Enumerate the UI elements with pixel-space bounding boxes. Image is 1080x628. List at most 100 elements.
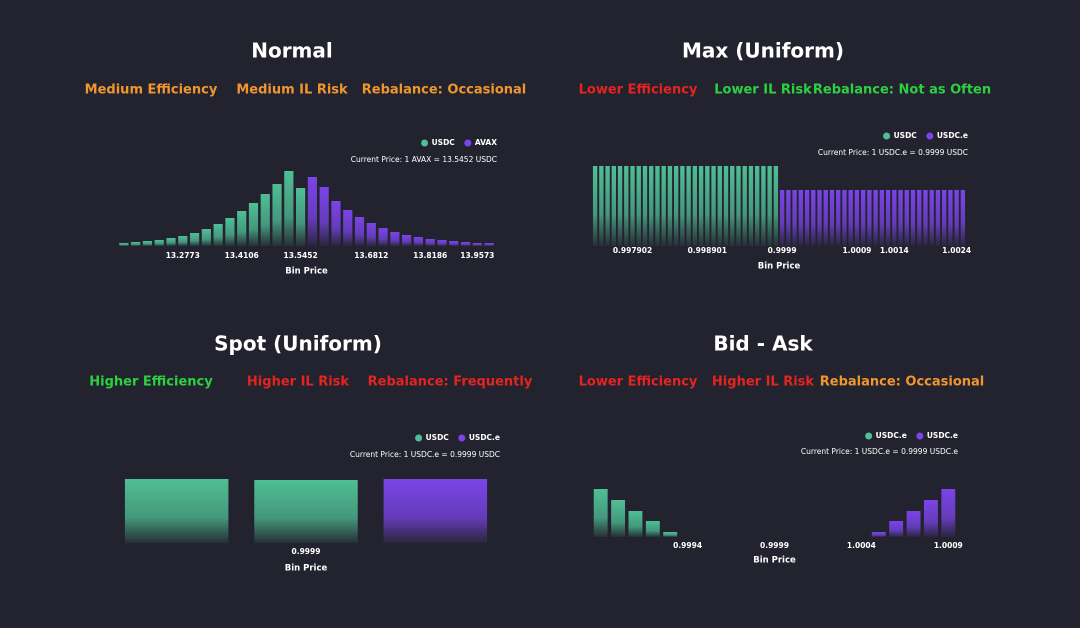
- legend-label: USDC.e: [937, 131, 968, 140]
- bar: [178, 236, 188, 246]
- annotation: Current Price: 1 AVAX = 13.5452 USDC: [351, 155, 497, 164]
- legend-swatch: [865, 432, 873, 440]
- legend-swatch: [916, 432, 924, 440]
- bar: [593, 489, 608, 537]
- bar: [942, 190, 947, 246]
- bar: [319, 187, 329, 246]
- bar: [773, 166, 779, 246]
- x-tick-label: 0.9999: [768, 246, 797, 255]
- bar: [225, 218, 235, 246]
- bar: [705, 166, 710, 246]
- bar: [645, 521, 660, 537]
- annotation: Current Price: 1 USDC.e = 0.9999 USDC: [350, 450, 500, 459]
- tag: Rebalance: Occasional: [820, 375, 984, 390]
- bar: [655, 166, 660, 246]
- bar: [649, 166, 654, 246]
- legend-label: USDC.e: [876, 431, 907, 440]
- bar: [413, 237, 424, 246]
- bar: [354, 217, 365, 246]
- bar: [667, 166, 673, 246]
- legend-label: AVAX: [475, 138, 497, 147]
- x-tick-label: 13.6812: [354, 251, 388, 260]
- bar: [154, 240, 164, 246]
- bar: [213, 224, 223, 246]
- bar: [910, 190, 916, 246]
- bar: [736, 166, 741, 246]
- bar: [142, 241, 153, 246]
- tag: Rebalance: Frequently: [368, 375, 533, 390]
- tag: Rebalance: Not as Often: [813, 83, 991, 98]
- x-tick-label: 1.0014: [880, 246, 909, 255]
- bar: [954, 190, 959, 246]
- bar: [449, 241, 459, 246]
- bar: [611, 500, 626, 537]
- annotation: Current Price: 1 USDC.e = 0.9999 USDC: [818, 148, 968, 157]
- x-tick-label: 0.9994: [673, 541, 702, 550]
- legend-label: USDC: [426, 433, 450, 442]
- x-axis-label: Bin Price: [285, 564, 328, 574]
- bar: [786, 190, 791, 246]
- bar: [871, 532, 886, 537]
- bar: [892, 190, 897, 246]
- bar: [307, 177, 317, 246]
- bar: [131, 242, 141, 246]
- legend-swatch: [926, 132, 934, 140]
- bar: [390, 232, 400, 246]
- bar: [124, 479, 229, 543]
- x-tick-label: 1.0004: [847, 541, 876, 550]
- bar: [761, 166, 766, 246]
- bar: [166, 238, 176, 246]
- bar: [663, 532, 678, 537]
- bar: [811, 190, 816, 246]
- x-tick-label: 1.0024: [942, 246, 971, 255]
- tag: Rebalance: Occasional: [362, 83, 526, 98]
- bar: [592, 166, 598, 246]
- annotation: Current Price: 1 USDC.e = 0.9999 USDC.e: [801, 447, 959, 456]
- bar: [804, 190, 810, 246]
- bar: [873, 190, 878, 246]
- bar: [692, 166, 698, 246]
- bar: [237, 211, 247, 246]
- bar: [748, 166, 754, 246]
- bar: [636, 166, 641, 246]
- bar: [698, 166, 704, 246]
- bar: [686, 166, 691, 246]
- x-tick-label: 0.9999: [760, 541, 789, 550]
- legend-label: USDC: [432, 138, 456, 147]
- tag: Higher IL Risk: [247, 375, 350, 390]
- bar: [898, 190, 903, 246]
- bar: [923, 500, 938, 537]
- bar: [960, 190, 966, 246]
- bar: [730, 166, 735, 246]
- bar: [119, 243, 129, 246]
- bar: [272, 184, 282, 246]
- legend-swatch: [415, 434, 423, 442]
- legend-label: USDC: [894, 131, 918, 140]
- x-tick-label: 13.2773: [166, 251, 200, 260]
- bar: [817, 190, 822, 246]
- bar: [823, 190, 828, 246]
- tag: Medium IL Risk: [236, 83, 348, 98]
- bar: [711, 166, 716, 246]
- bar: [860, 190, 866, 246]
- bar: [836, 190, 841, 246]
- x-tick-label: 13.8186: [413, 251, 447, 260]
- bar: [842, 190, 847, 246]
- bar: [742, 166, 747, 246]
- x-tick-label: 13.5452: [284, 251, 318, 260]
- bar: [628, 511, 643, 537]
- bar: [935, 190, 941, 246]
- bar: [767, 166, 772, 246]
- tag: Lower IL Risk: [714, 83, 812, 98]
- bar: [792, 190, 797, 246]
- legend-swatch: [883, 132, 891, 140]
- bar: [611, 166, 616, 246]
- bar: [829, 190, 835, 246]
- bar: [854, 190, 860, 246]
- tag: Lower Efficiency: [579, 375, 698, 390]
- bar: [661, 166, 666, 246]
- x-tick-label: 0.998901: [688, 246, 727, 255]
- bar: [460, 242, 471, 246]
- bar: [599, 166, 604, 246]
